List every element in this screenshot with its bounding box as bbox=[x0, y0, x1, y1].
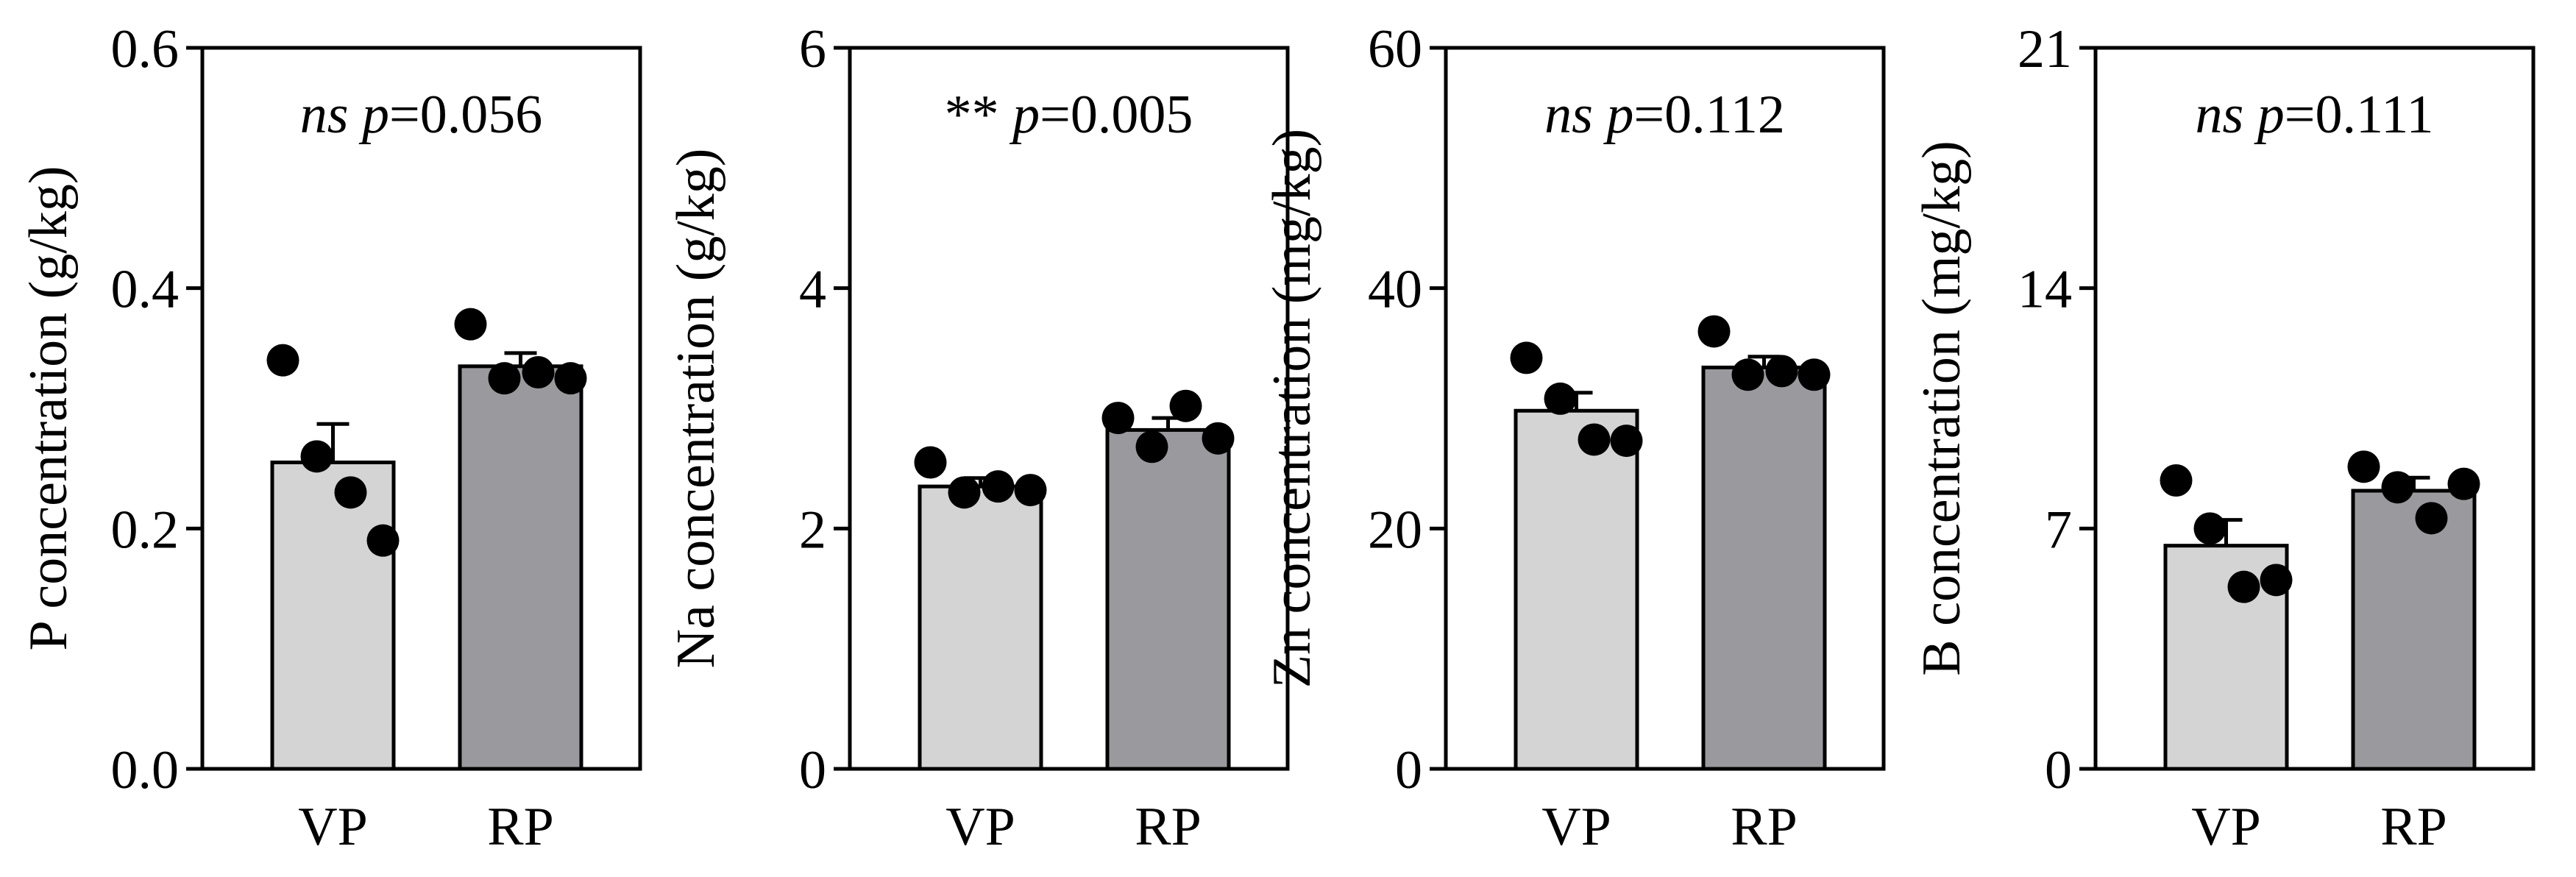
data-point bbox=[554, 362, 587, 395]
chart-panel-1: 0.0 0.2 0.4 0.6 P concentration (g/kg) VP RP ns… bbox=[18, 19, 642, 857]
data-point bbox=[488, 362, 521, 395]
chart-panel-3: 0 20 40 60 Zn concentration (mg/kg) VP RP ns p=… bbox=[1262, 19, 1886, 857]
bar-vp bbox=[918, 484, 1043, 771]
p-value: =0.005 bbox=[1040, 85, 1193, 145]
bar-vp bbox=[270, 461, 396, 771]
data-point bbox=[1697, 315, 1731, 348]
significance-mark: ns bbox=[1544, 85, 1606, 145]
data-point bbox=[1578, 423, 1611, 456]
data-point bbox=[300, 440, 333, 473]
bar-rp bbox=[2351, 489, 2477, 771]
y-tick-label: 0 bbox=[799, 740, 826, 800]
data-point bbox=[2347, 450, 2380, 483]
bar-vp bbox=[1514, 408, 1639, 771]
significance-annotation: ns p=0.111 bbox=[2195, 85, 2433, 145]
y-axis-label: Zn concentration (mg/kg) bbox=[1262, 129, 1322, 688]
y-tick-label: 40 bbox=[1368, 260, 1422, 320]
y-tick-label: 6 bbox=[799, 19, 826, 79]
significance-annotation: ns p=0.112 bbox=[1544, 85, 1785, 145]
y-tick-label: 0 bbox=[2045, 740, 2072, 800]
y-tick-label: 20 bbox=[1368, 500, 1422, 560]
data-point bbox=[454, 308, 487, 341]
data-point bbox=[2381, 471, 2414, 504]
data-point bbox=[1731, 358, 1764, 391]
category-label-vp: VP bbox=[1541, 797, 1611, 857]
significance-mark: ns bbox=[300, 85, 362, 145]
p-symbol: p bbox=[358, 85, 389, 145]
data-point bbox=[2260, 564, 2293, 597]
data-point bbox=[1135, 430, 1168, 464]
y-tick-label: 2 bbox=[799, 500, 826, 560]
data-point bbox=[1014, 474, 1047, 507]
data-point bbox=[2447, 467, 2480, 500]
category-label-rp: RP bbox=[487, 797, 554, 857]
data-point bbox=[2160, 464, 2193, 497]
category-label-vp: VP bbox=[298, 797, 368, 857]
category-label-vp: VP bbox=[945, 797, 1015, 857]
bar-rp bbox=[1701, 365, 1827, 771]
data-point bbox=[1202, 422, 1235, 455]
y-axis-label: Na concentration (g/kg) bbox=[666, 149, 726, 669]
bar-rp bbox=[1105, 427, 1231, 771]
bar-rp bbox=[458, 364, 583, 771]
p-value: =0.056 bbox=[389, 85, 542, 145]
data-point bbox=[334, 476, 367, 509]
chart-panel-4: 0 7 14 21 B concentration (mg/kg) VP RP ns p=0.… bbox=[1912, 19, 2536, 857]
p-symbol: p bbox=[1603, 85, 1633, 145]
plot-frame bbox=[2093, 46, 2536, 771]
plot-frame bbox=[848, 46, 1290, 771]
data-point bbox=[914, 446, 947, 479]
y-tick-label: 4 bbox=[799, 260, 826, 320]
data-point bbox=[982, 470, 1015, 503]
data-point bbox=[1610, 425, 1643, 458]
y-tick-label: 0.6 bbox=[111, 19, 180, 79]
significance-mark: ns bbox=[2195, 85, 2257, 145]
p-value: =0.112 bbox=[1633, 85, 1785, 145]
y-tick-label: 7 bbox=[2045, 500, 2072, 560]
y-axis-label: B concentration (mg/kg) bbox=[1912, 141, 1972, 675]
y-tick-label: 60 bbox=[1368, 19, 1422, 79]
y-tick-label: 0.2 bbox=[111, 500, 180, 560]
y-tick-label: 21 bbox=[2018, 19, 2072, 79]
significance-annotation: ** p=0.005 bbox=[945, 85, 1193, 145]
y-tick-label: 0.4 bbox=[111, 260, 180, 320]
data-point bbox=[366, 524, 400, 557]
category-label-vp: VP bbox=[2191, 797, 2261, 857]
data-point bbox=[1544, 382, 1577, 415]
significance-mark: ** bbox=[945, 85, 1013, 145]
data-point bbox=[2227, 570, 2260, 603]
category-label-rp: RP bbox=[1135, 797, 1202, 857]
significance-annotation: ns p=0.056 bbox=[300, 85, 543, 145]
y-tick-label: 0 bbox=[1395, 740, 1422, 800]
data-point bbox=[1798, 358, 1831, 391]
plot-frame bbox=[200, 46, 642, 771]
y-tick-label: 14 bbox=[2018, 260, 2072, 320]
chart-panel-2: 0 2 4 6 Na concentration (g/kg) VP RP ** p=0.00… bbox=[666, 19, 1290, 857]
data-point bbox=[948, 476, 981, 509]
data-point bbox=[2193, 512, 2226, 545]
data-point bbox=[1169, 389, 1202, 422]
p-symbol: p bbox=[2254, 85, 2285, 145]
category-label-rp: RP bbox=[1731, 797, 1798, 857]
category-label-rp: RP bbox=[2380, 797, 2447, 857]
data-point bbox=[266, 344, 299, 377]
data-point bbox=[1510, 341, 1543, 374]
data-point bbox=[2415, 502, 2448, 535]
y-axis-label: P concentration (g/kg) bbox=[18, 166, 79, 651]
y-tick-label: 0.0 bbox=[111, 740, 180, 800]
data-point bbox=[1101, 402, 1135, 435]
p-value: =0.111 bbox=[2285, 85, 2434, 145]
data-point bbox=[522, 356, 555, 388]
plot-frame bbox=[1444, 46, 1886, 771]
p-symbol: p bbox=[1009, 85, 1040, 145]
data-point bbox=[1765, 355, 1798, 388]
